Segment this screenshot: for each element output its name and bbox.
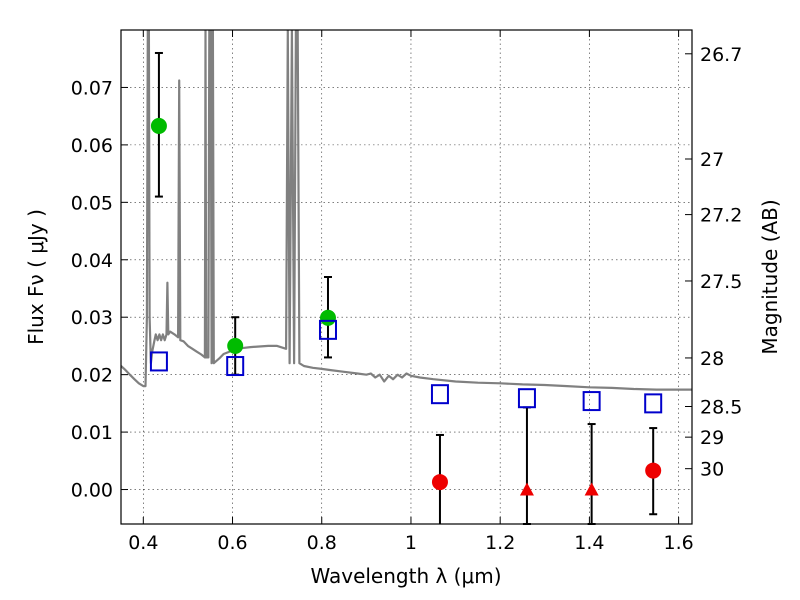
x-tick-label: 0.8	[307, 532, 337, 554]
y-tick-label: 0.07	[71, 77, 113, 99]
x-tick-label: 1.2	[485, 532, 515, 554]
template-spectrum-line	[121, 30, 692, 391]
mag-tick-label: 30	[700, 459, 724, 481]
mag-tick-label: 27	[700, 149, 724, 171]
model-point	[318, 319, 337, 340]
y2-axis-label: Magnitude (AB)	[758, 199, 782, 354]
mag-tick-label: 29	[700, 427, 724, 449]
model-point	[517, 388, 536, 409]
upper-limit-point	[519, 482, 534, 496]
data-point	[431, 474, 448, 491]
x-tick-label: 0.6	[217, 532, 247, 554]
x-tick-label: 1	[405, 532, 417, 554]
y-tick-label: 0.05	[71, 192, 113, 214]
model-point	[582, 391, 601, 412]
grid	[121, 30, 692, 524]
model-point	[430, 384, 449, 405]
model-point	[149, 351, 168, 372]
y-tick-label: 0.02	[71, 365, 113, 387]
y-tick-label: 0.04	[71, 250, 113, 272]
ticks: 0.4 0.6 0.8 1 1.2 1.4 1.6 0.00 0.01 0.02 0.03 0.04 0…	[71, 30, 742, 554]
data-point	[319, 309, 336, 326]
errorbars	[154, 51, 658, 525]
x-tick-label: 1.6	[664, 532, 694, 554]
mag-tick-label: 27.5	[700, 271, 742, 293]
y-tick-label: 0.00	[71, 480, 113, 502]
mag-tick-label: 28.5	[700, 397, 742, 419]
data-markers	[149, 117, 663, 496]
data-point	[645, 462, 662, 479]
mag-tick-label: 27.2	[700, 205, 742, 227]
plot-frame	[120, 29, 693, 525]
mag-tick-label: 28	[700, 348, 724, 370]
x-axis-label: Wavelength λ (μm)	[310, 564, 501, 588]
mag-tick-label: 26.7	[700, 44, 742, 66]
model-point	[226, 356, 245, 377]
y-axis-label: Flux Fν ( μJy )	[24, 209, 48, 345]
y-tick-label: 0.01	[71, 422, 113, 444]
x-tick-label: 0.4	[128, 532, 158, 554]
x-tick-label: 1.4	[574, 532, 604, 554]
upper-limit-point	[584, 482, 599, 496]
data-point	[150, 117, 167, 134]
data-point	[227, 337, 244, 354]
y-tick-label: 0.03	[71, 307, 113, 329]
model-point	[644, 393, 663, 414]
y-tick-label: 0.06	[71, 135, 113, 157]
template-spectrum	[121, 30, 692, 391]
